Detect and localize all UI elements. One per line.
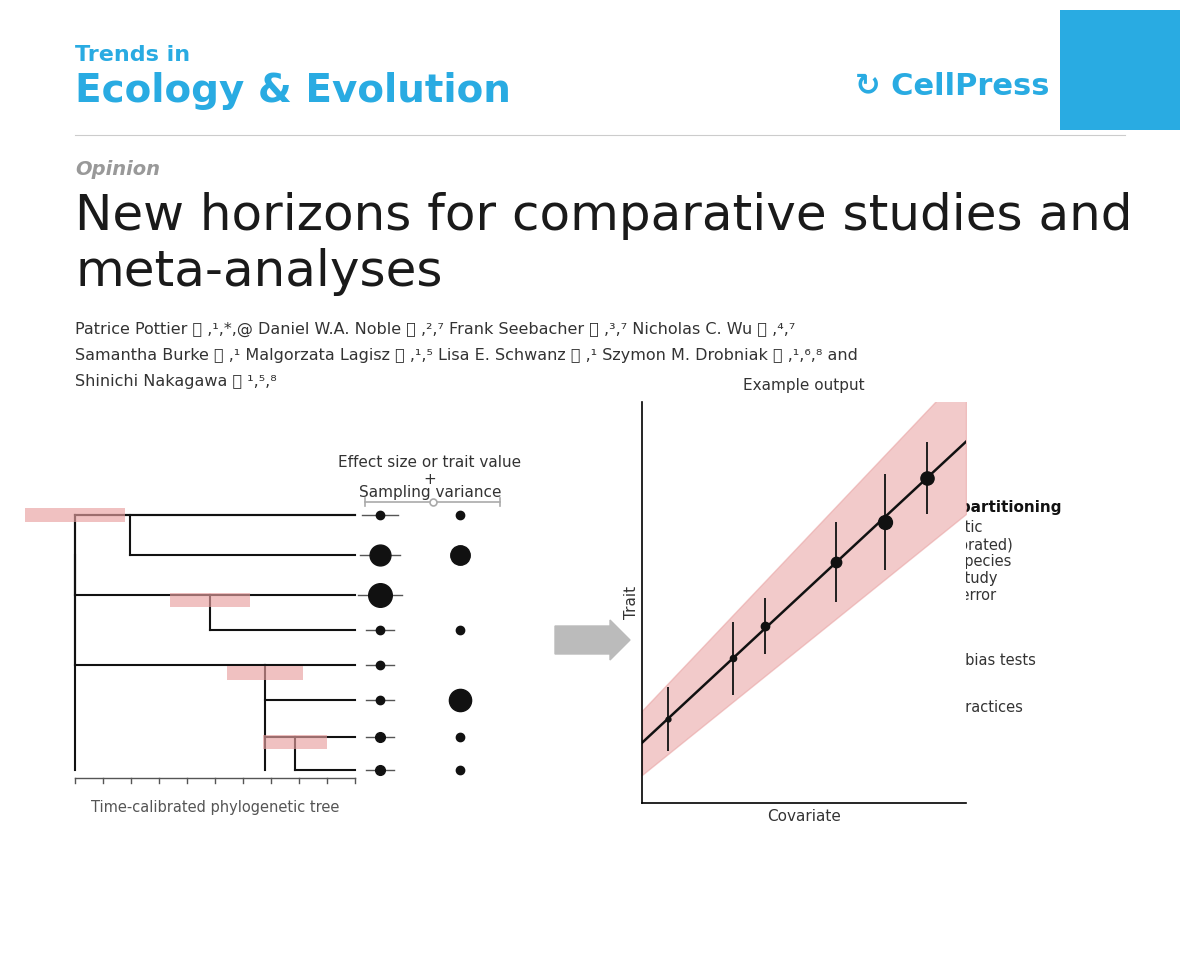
Text: Opinion: Opinion	[74, 160, 160, 179]
Text: Patrice Pottier ⓘ ,¹,*,@ Daniel W.A. Noble ⓘ ,²,⁷ Frank Seebacher ⓘ ,³,⁷ Nichola: Patrice Pottier ⓘ ,¹,*,@ Daniel W.A. Nob…	[74, 322, 796, 337]
Text: +: +	[916, 677, 934, 697]
Text: Reporting practices: Reporting practices	[880, 700, 1022, 715]
Bar	[25, 508, 125, 522]
FancyArrow shape	[554, 620, 630, 660]
Text: Shinichi Nakagawa ⓘ ¹,⁵,⁸: Shinichi Nakagawa ⓘ ¹,⁵,⁸	[74, 374, 277, 389]
Text: •between study: •between study	[880, 571, 997, 586]
Text: Publication bias tests: Publication bias tests	[880, 653, 1036, 668]
X-axis label: Covariate: Covariate	[767, 809, 841, 824]
Bar	[263, 735, 326, 749]
Text: Effect size or trait value: Effect size or trait value	[338, 455, 522, 470]
Text: •phylogenetic: •phylogenetic	[880, 520, 984, 535]
Text: meta-analyses: meta-analyses	[74, 248, 443, 296]
Text: •other: •other	[880, 605, 928, 620]
Bar	[227, 666, 302, 680]
Y-axis label: Trait: Trait	[624, 586, 640, 619]
Text: +: +	[424, 472, 437, 487]
Text: Variance partitioning: Variance partitioning	[880, 500, 1062, 515]
Text: Ecology & Evolution: Ecology & Evolution	[74, 72, 511, 110]
Bar	[1060, 10, 1180, 130]
Text: (time-calibrated): (time-calibrated)	[880, 537, 1013, 552]
Bar	[170, 593, 250, 607]
Text: •sampling error: •sampling error	[880, 588, 996, 603]
Text: Samantha Burke ⓘ ,¹ Malgorzata Lagisz ⓘ ,¹,⁵ Lisa E. Schwanz ⓘ ,¹ Szymon M. Drob: Samantha Burke ⓘ ,¹ Malgorzata Lagisz ⓘ …	[74, 348, 858, 363]
Title: Example output: Example output	[743, 379, 865, 394]
Text: New horizons for comparative studies and: New horizons for comparative studies and	[74, 192, 1133, 240]
Text: Trends in: Trends in	[74, 45, 190, 65]
Text: Sampling variance: Sampling variance	[359, 485, 502, 500]
Text: •between-species: •between-species	[880, 554, 1013, 569]
Text: Time-calibrated phylogenetic tree: Time-calibrated phylogenetic tree	[91, 800, 340, 815]
Text: ↻ CellPress: ↻ CellPress	[854, 72, 1050, 101]
Text: +: +	[916, 628, 934, 648]
